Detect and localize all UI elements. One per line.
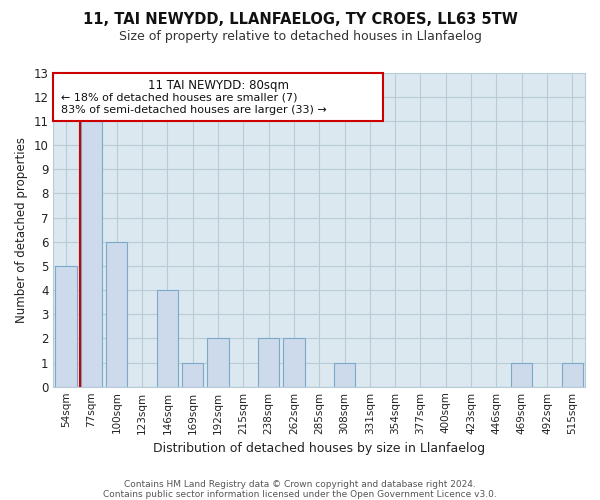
Bar bbox=[157, 290, 178, 386]
Bar bbox=[106, 242, 127, 386]
Bar bbox=[258, 338, 280, 386]
Bar bbox=[283, 338, 305, 386]
Bar bbox=[207, 338, 229, 386]
Bar bbox=[562, 362, 583, 386]
Y-axis label: Number of detached properties: Number of detached properties bbox=[15, 136, 28, 322]
Bar bbox=[55, 266, 77, 386]
FancyBboxPatch shape bbox=[53, 72, 383, 121]
Text: Contains public sector information licensed under the Open Government Licence v3: Contains public sector information licen… bbox=[103, 490, 497, 499]
Bar bbox=[511, 362, 532, 386]
Text: ← 18% of detached houses are smaller (7): ← 18% of detached houses are smaller (7) bbox=[61, 93, 298, 103]
Text: Size of property relative to detached houses in Llanfaelog: Size of property relative to detached ho… bbox=[119, 30, 481, 43]
Text: 11 TAI NEWYDD: 80sqm: 11 TAI NEWYDD: 80sqm bbox=[148, 79, 289, 92]
Bar bbox=[80, 121, 102, 386]
Bar bbox=[334, 362, 355, 386]
Text: 11, TAI NEWYDD, LLANFAELOG, TY CROES, LL63 5TW: 11, TAI NEWYDD, LLANFAELOG, TY CROES, LL… bbox=[83, 12, 517, 28]
X-axis label: Distribution of detached houses by size in Llanfaelog: Distribution of detached houses by size … bbox=[153, 442, 485, 455]
Text: Contains HM Land Registry data © Crown copyright and database right 2024.: Contains HM Land Registry data © Crown c… bbox=[124, 480, 476, 489]
Text: 83% of semi-detached houses are larger (33) →: 83% of semi-detached houses are larger (… bbox=[61, 106, 327, 116]
Bar bbox=[182, 362, 203, 386]
